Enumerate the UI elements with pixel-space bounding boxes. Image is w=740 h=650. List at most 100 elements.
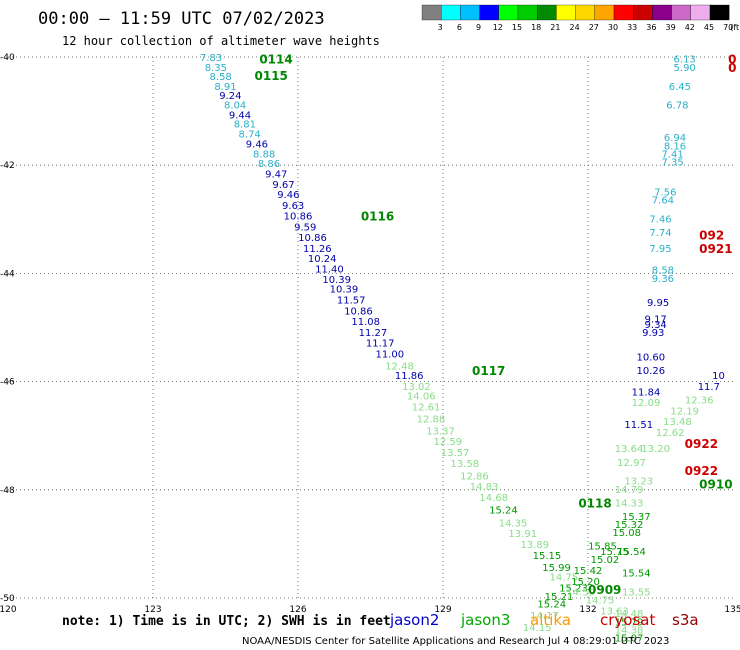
wave-height-point: 14.79 [615,485,644,496]
colorbar-label: 45 [704,23,714,32]
wave-height-point: 13.64 [615,444,644,455]
wave-height-point: 9.46 [246,140,268,151]
chart-title: 00:00 – 11:59 UTC 07/02/2023 [38,9,325,29]
wave-height-point: 14.15 [523,623,552,634]
wave-height-point: 11.84 [632,387,661,398]
wave-height-point: 6.13 [674,55,696,66]
wave-height-point: 14.48 [615,609,644,620]
wave-height-point: 6.78 [666,101,688,112]
wave-height-point: 9.44 [229,110,251,121]
wave-height-point: 11.51 [624,420,653,431]
wave-height-point: 15.23 [559,583,588,594]
wave-height-point: 8.58 [652,266,674,277]
footer-note: note: 1) Time is in UTC; 2) SWH is in fe… [62,614,391,629]
wave-height-point: 11.27 [359,328,388,339]
pass-time-label: 092 [699,229,724,243]
wave-height-point: 15.24 [537,599,566,610]
satellite-cryosat: cryosat [600,611,655,629]
wave-height-point: 9.46 [277,190,299,201]
colorbar-swatch [575,4,595,21]
colorbar-label: 33 [627,23,637,32]
colorbar-swatch [633,4,653,21]
colorbar-label: 36 [646,23,656,32]
colorbar-swatch [537,4,557,21]
wave-height-point: 7.56 [654,187,676,198]
wave-height-point: 12.36 [685,396,714,407]
pass-time-label: 0117 [472,364,505,378]
y-tick-label: -46 [0,378,15,388]
satellite-jason3: jason3 [460,611,510,629]
wave-height-point: 7.64 [652,195,674,206]
wave-height-point: 13.57 [441,448,470,459]
wave-height-point: 7.95 [649,244,671,255]
wave-height-point: 15.24 [489,505,518,516]
wave-height-point: 11.7 [698,382,720,393]
colorbar-swatch [594,4,615,21]
satellite-jason2: jason2 [389,611,439,629]
wave-height-point: 12.59 [434,437,463,448]
wave-height-point: 13.02 [402,382,431,393]
colorbar-label: 12 [493,23,503,32]
x-tick-label: 126 [289,605,306,615]
wave-height-point: 15.75 [600,547,629,558]
pass-time-label: 0922 [685,437,718,451]
colorbar-unit: (ft) [730,23,740,32]
pass-time-label: 0921 [699,242,732,256]
wave-height-point: 10.39 [322,275,351,286]
wave-height-point: 7.41 [661,149,683,160]
wave-height-point: 8.35 [205,63,227,74]
wave-height-point: 12.88 [417,414,446,425]
axis-ticks: 120 123 126 129 132 135 -40 -42 -44 -46 -48 -50 [0,53,740,615]
pass-time-label: 0 [728,53,736,67]
wave-height-point: 15.20 [571,577,600,588]
satellite-altika: altika [530,611,571,629]
colorbar-label: 24 [570,23,580,32]
wave-height-point: 9.34 [645,320,667,331]
wave-height-point: 7.83 [200,53,222,64]
pass-time-label: 0116 [361,210,394,224]
wave-height-point: 8.88 [253,149,275,160]
satellite-legend: jason2 jason3 altika cryosat s3a [389,611,699,629]
wave-height-point: 9.24 [219,91,241,102]
y-tick-label: -48 [0,486,15,496]
wave-height-point: 5.90 [674,63,696,74]
wave-height-point: 6.45 [669,82,691,93]
wave-height-point: 7.74 [649,228,671,239]
pass-time-label: 0910 [699,477,732,491]
wave-height-point: 9.95 [647,298,669,309]
wave-height-point: 14.75 [586,596,615,607]
wave-height-point: 15.07 [615,634,644,645]
colorbar-swatch [441,4,461,21]
pass-time-label: 0909 [588,583,621,597]
colorbar-label: 9 [476,23,481,32]
wave-height-values: 7.838.358.588.919.248.049.448.818.749.46… [200,53,725,644]
x-tick-label: 135 [724,605,740,615]
wave-height-point: 15.37 [622,512,651,523]
wave-height-point: 13.37 [426,426,455,437]
wave-height-point: 14.68 [479,493,508,504]
wave-height-point: 14.83 [470,482,499,493]
wave-height-point: 8.86 [258,159,280,170]
wave-height-point: 11.57 [337,295,366,306]
pass-time-labels: 0114011501160117011809090910092209220920… [255,53,737,597]
wave-height-point: 14.06 [407,392,436,403]
wave-height-point: 14.38 [615,625,644,636]
colorbar-label: 30 [608,23,618,32]
colorbar-swatch [613,4,634,21]
x-tick-label: 120 [0,605,17,615]
wave-height-point: 14.59 [566,588,595,599]
y-tick-label: -50 [0,594,15,604]
wave-height-point: 11.40 [315,265,344,276]
wave-height-point: 10.24 [308,254,337,265]
wave-height-point: 15.32 [615,520,644,531]
wave-height-point: 12.61 [412,403,441,414]
chart-subtitle: 12 hour collection of altimeter wave hei… [62,34,380,48]
x-tick-label: 132 [579,605,596,615]
wave-height-point: 11.26 [303,244,332,255]
colorbar-swatch [709,4,730,21]
colorbar-label: 3 [438,23,443,32]
wave-height-point: 9.59 [294,222,316,233]
y-tick-label: -42 [0,161,15,171]
wave-height-point: 14.75 [550,572,579,583]
